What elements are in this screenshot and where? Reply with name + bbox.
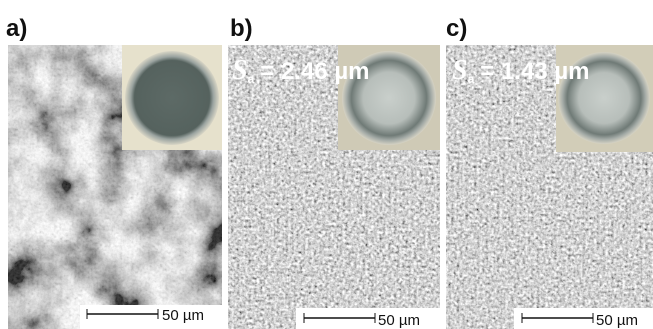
roughness-value: = 2.46 µm <box>260 58 369 85</box>
roughness-symbol: S <box>452 55 468 86</box>
figure: a) 50 µm b) Sa = 2.46 µm 50 µm c) Sa = 1.4… <box>0 0 653 329</box>
roughness-subscript: a <box>248 72 255 86</box>
panel-label: c) <box>446 15 467 42</box>
scale-bar-label: 50 µm <box>378 312 420 329</box>
panel: c) Sa = 1.43 µm 50 µm <box>446 15 653 329</box>
panel: a) 50 µm <box>6 15 222 329</box>
roughness-subscript: a <box>468 72 475 86</box>
inset-disk <box>125 51 219 145</box>
panel-label: a) <box>6 15 27 42</box>
scale-bar-label: 50 µm <box>162 307 204 324</box>
scale-bar-label: 50 µm <box>596 312 638 329</box>
roughness-symbol: S <box>232 55 248 86</box>
panel-label: b) <box>230 15 253 42</box>
roughness-value: = 1.43 µm <box>480 58 589 85</box>
panel: b) Sa = 2.46 µm 50 µm <box>228 15 440 329</box>
